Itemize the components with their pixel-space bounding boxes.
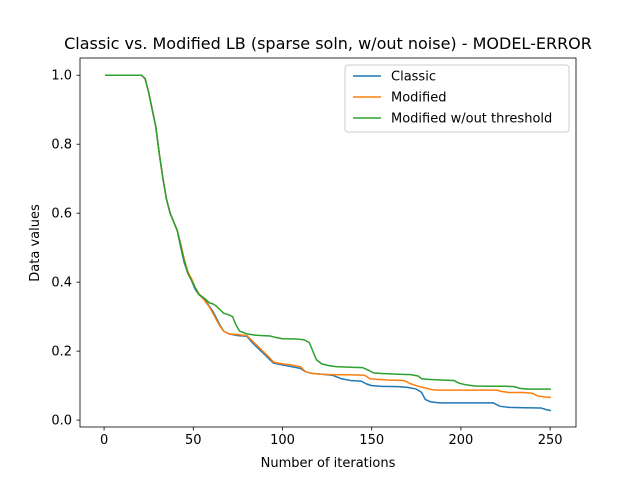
y-axis: 0.0 0.2 0.4 0.6 0.8 1.0 xyxy=(51,69,80,429)
x-axis-label: Number of iterations xyxy=(261,456,396,471)
plot-frame xyxy=(79,57,577,428)
x-tick-label: 50 xyxy=(185,433,202,448)
legend-label: Modified xyxy=(391,91,446,106)
legend-label: Classic xyxy=(391,70,436,85)
y-axis-label: Data values xyxy=(28,204,43,282)
x-axis: 0 50 100 150 200 250 xyxy=(100,427,563,448)
y-tick-label: 0.6 xyxy=(51,207,72,222)
x-tick-label: 250 xyxy=(538,433,563,448)
legend-box xyxy=(344,64,570,133)
y-tick-label: 0.2 xyxy=(51,345,72,360)
y-tick-label: 0.8 xyxy=(51,138,72,153)
y-tick-label: 0.4 xyxy=(51,276,72,291)
y-tick-label: 0.0 xyxy=(51,414,72,429)
x-tick-label: 150 xyxy=(359,433,384,448)
plot-area xyxy=(79,57,577,428)
x-tick-label: 0 xyxy=(100,433,108,448)
legend-label: Modified w/out threshold xyxy=(391,112,552,127)
x-tick-label: 100 xyxy=(270,433,295,448)
legend: Classic Modified Modified w/out threshold xyxy=(344,64,570,133)
y-tick-label: 1.0 xyxy=(51,69,72,84)
x-tick-label: 200 xyxy=(449,433,474,448)
series-line xyxy=(105,74,551,390)
chart-title: Classic vs. Modified LB (sparse soln, w/… xyxy=(64,34,592,53)
